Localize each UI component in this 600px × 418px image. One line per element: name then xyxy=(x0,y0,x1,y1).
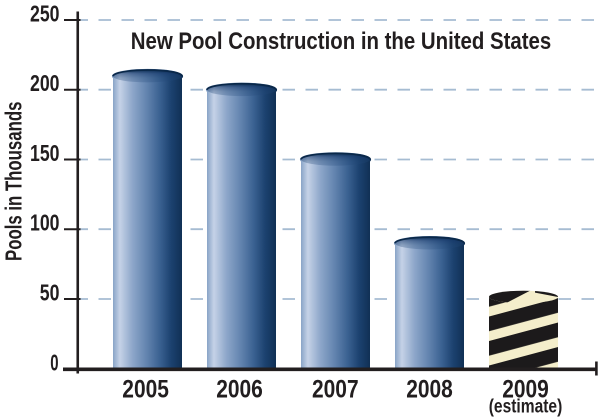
svg-text:150: 150 xyxy=(30,140,60,166)
svg-text:Pools in Thousands: Pools in Thousands xyxy=(1,102,27,261)
svg-text:2005: 2005 xyxy=(122,376,169,404)
svg-text:0: 0 xyxy=(50,349,58,375)
svg-text:(estimate): (estimate) xyxy=(489,396,563,417)
svg-text:100: 100 xyxy=(30,210,60,236)
svg-text:2008: 2008 xyxy=(406,376,453,404)
svg-text:250: 250 xyxy=(30,0,60,26)
svg-text:200: 200 xyxy=(30,70,60,96)
svg-text:2009: 2009 xyxy=(502,376,549,404)
svg-text:2006: 2006 xyxy=(216,376,263,404)
svg-text:New Pool Construction in the U: New Pool Construction in the United Stat… xyxy=(131,28,552,55)
svg-text:2007: 2007 xyxy=(312,376,359,404)
svg-text:50: 50 xyxy=(40,279,60,305)
